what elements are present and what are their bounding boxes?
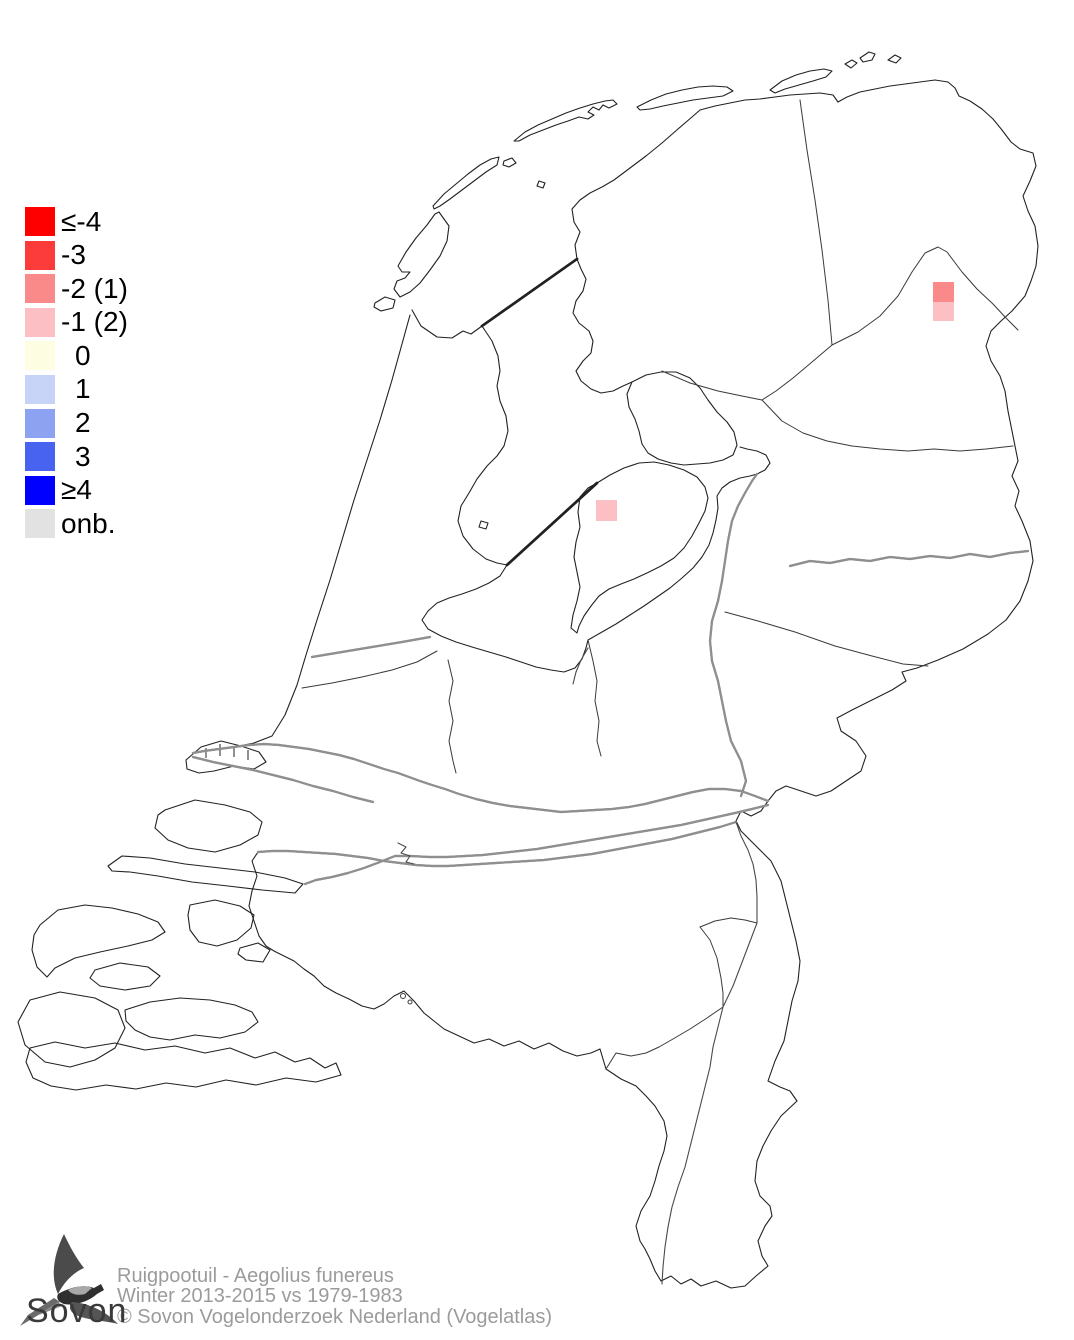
island-zuid-beveland xyxy=(124,997,259,1041)
atlas-square xyxy=(596,500,617,521)
caption-period: Winter 2013-2015 vs 1979-1983 xyxy=(117,1285,403,1308)
island-ameland xyxy=(636,85,734,111)
sovon-logo-text: Sovon xyxy=(26,1292,128,1330)
border-groningen-drenthe xyxy=(831,246,1019,346)
island-terschelling xyxy=(513,99,618,142)
legend-swatch xyxy=(25,509,55,539)
legend-label: 1 xyxy=(75,373,91,405)
rivers-layer xyxy=(191,472,1030,1285)
coastline-layer xyxy=(194,79,1039,1289)
legend-swatch xyxy=(25,408,55,438)
legend-row: -1 (2) xyxy=(25,306,128,338)
island-schiermonnikoog xyxy=(769,68,833,94)
island-griend xyxy=(536,180,546,189)
coast-friesland-ijsselmeer xyxy=(572,258,633,394)
river-eem xyxy=(572,647,589,685)
europoort-harbor xyxy=(185,740,267,774)
legend-swatch xyxy=(25,274,55,304)
coast-gelderland-randmeren xyxy=(587,446,771,641)
border-noordholland-zuidholland xyxy=(301,650,438,689)
legend-swatch xyxy=(25,374,55,404)
island-sint-philipsland xyxy=(237,942,271,963)
border-brabant-limburg xyxy=(605,926,724,1070)
dikes-layer xyxy=(480,257,599,567)
legend-swatch xyxy=(25,307,55,337)
legend-row: -3 xyxy=(25,239,128,271)
legend-swatch xyxy=(25,341,55,371)
coast-west xyxy=(194,314,411,754)
border-drenthe-overijssel xyxy=(761,399,1014,452)
caption-copyright: © Sovon Vogelonderzoek Nederland (Vogela… xyxy=(117,1305,553,1328)
legend-row: onb. xyxy=(25,507,128,539)
island-vlieland-islet xyxy=(502,157,517,168)
legend-row: -2 (1) xyxy=(25,272,128,304)
border-utrecht-east xyxy=(587,639,602,757)
border-gelderland-brabant-nijmegen xyxy=(699,917,758,928)
river-waal xyxy=(303,803,770,886)
island-tholen xyxy=(187,899,255,947)
island-rottum-2 xyxy=(859,51,876,63)
coast-ijsselmeer-west xyxy=(421,325,589,673)
legend-label: 3 xyxy=(75,440,91,472)
noordoostpolder xyxy=(626,371,738,466)
legend-label: -1 (2) xyxy=(61,306,128,338)
caption: Ruigpootuil - Aegolius funereus Winter 2… xyxy=(117,1265,553,1328)
atlas-squares-layer xyxy=(596,282,954,521)
legend-label: ≤-4 xyxy=(61,205,102,237)
island-noorderhaaks xyxy=(373,296,396,312)
coast-noordholland-north xyxy=(411,309,483,339)
border-overijssel-gelderland xyxy=(724,611,929,667)
island-rottum-3 xyxy=(887,54,902,64)
legend-label: ≥4 xyxy=(61,474,92,506)
island-marken xyxy=(478,520,489,530)
legend-swatch xyxy=(25,442,55,472)
island-voorne-putten xyxy=(154,799,263,853)
island-vlieland xyxy=(432,156,500,210)
border-friesland-overijssel xyxy=(661,370,763,401)
island-noord-beveland xyxy=(89,962,161,991)
atlas-square xyxy=(933,302,954,321)
legend-row: 1 xyxy=(25,373,128,405)
border-friesland-drenthe xyxy=(761,344,833,401)
swallow-icon xyxy=(20,1234,118,1326)
legend: ≤-4 -3 -2 (1) -1 (2) 0 1 2 3 ≥4 onb. xyxy=(25,207,128,543)
harbor-ticks xyxy=(205,744,249,760)
province-borders-layer xyxy=(301,99,1019,1070)
legend-swatch xyxy=(25,475,55,505)
island-texel xyxy=(393,211,450,298)
legend-label: -3 xyxy=(61,239,86,271)
zeeuws-vlaanderen xyxy=(25,1041,342,1091)
baarle-enclave-2 xyxy=(407,999,413,1005)
legend-swatch xyxy=(25,240,55,270)
river-nederrijn-lek xyxy=(191,742,770,814)
caption-species: Ruigpootuil - Aegolius funereus xyxy=(117,1265,394,1287)
island-goeree-overflakkee xyxy=(107,855,304,894)
border-utrecht-west xyxy=(447,659,457,774)
flevoland-polder xyxy=(570,461,709,634)
legend-row: ≥4 xyxy=(25,474,128,506)
island-rottum-1 xyxy=(844,59,858,69)
river-maas-limburg xyxy=(661,821,758,1285)
legend-row: 0 xyxy=(25,339,128,371)
legend-row: 2 xyxy=(25,407,128,439)
legend-label: onb. xyxy=(61,507,116,539)
legend-label: 2 xyxy=(75,407,91,439)
island-walcheren xyxy=(17,991,126,1068)
wadden-islands-layer xyxy=(373,51,902,530)
legend-row: 3 xyxy=(25,440,128,472)
island-schouwen-duiveland xyxy=(31,904,166,978)
biesbosch-creeks xyxy=(397,842,415,865)
legend-label: -2 (1) xyxy=(61,272,128,304)
legend-label: 0 xyxy=(75,339,91,371)
atlas-square xyxy=(933,282,954,302)
legend-row: ≤-4 xyxy=(25,207,128,236)
legend-swatch xyxy=(25,207,55,236)
baarle-enclave-1 xyxy=(400,993,406,999)
border-friesland-groningen xyxy=(799,99,833,346)
delta-islands-layer xyxy=(17,740,342,1091)
